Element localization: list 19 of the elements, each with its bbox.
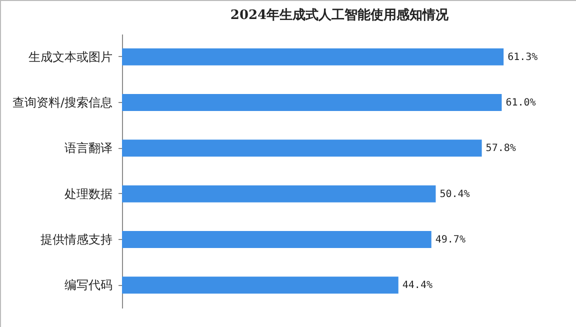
data-label: 44.4% [402, 280, 432, 292]
bar [122, 48, 504, 66]
data-label: 50.4% [440, 188, 470, 200]
data-label: 61.3% [508, 52, 538, 63]
y-tick-label: 编写代码 [64, 278, 112, 292]
data-label: 49.7% [435, 234, 466, 246]
y-tick-label: 提供情感支持 [40, 232, 112, 246]
bar [122, 231, 432, 248]
bar [122, 185, 436, 202]
bar [122, 140, 482, 157]
y-tick-label: 查询资料/搜索信息 [12, 96, 112, 110]
data-label: 61.0% [506, 98, 536, 108]
data-label: 57.8% [486, 143, 516, 154]
chart-title: 2024年生成式人工智能使用感知情况 [230, 7, 450, 23]
y-tick-label: 处理数据 [64, 186, 112, 201]
y-tick-label: 语言翻译 [64, 141, 112, 156]
bar [122, 276, 398, 294]
y-tick-label: 生成文本或图片 [28, 50, 112, 64]
bar [122, 94, 502, 111]
